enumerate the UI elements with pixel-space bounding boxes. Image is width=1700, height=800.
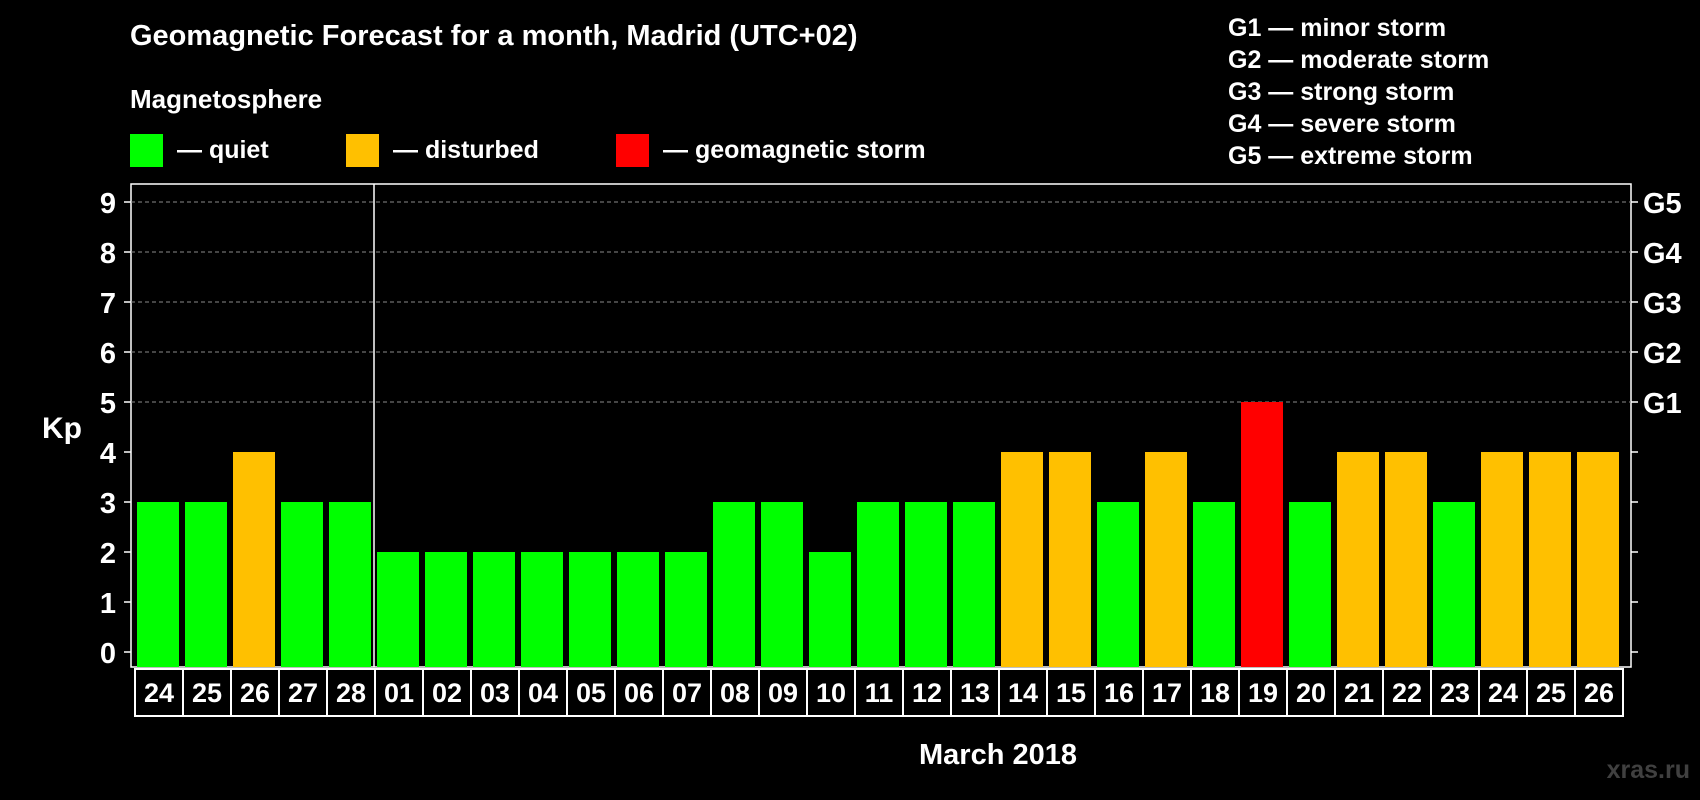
legend-disturbed-label: — disturbed bbox=[393, 136, 539, 164]
y-tick-label-0: 0 bbox=[100, 638, 116, 670]
bar-18 bbox=[1001, 452, 1043, 667]
right-axis-label-g3: G3 bbox=[1643, 288, 1682, 320]
storm-level-g1: G1 — minor storm bbox=[1228, 14, 1447, 42]
y-tick-label-3: 3 bbox=[100, 488, 116, 520]
bar-11 bbox=[665, 552, 707, 667]
legend-disturbed: — disturbed bbox=[346, 134, 539, 167]
bar-10 bbox=[617, 552, 659, 667]
date-label-23: 19 bbox=[1248, 678, 1278, 708]
storm-level-g2: G2 — moderate storm bbox=[1228, 46, 1490, 74]
bar-16 bbox=[905, 502, 947, 667]
date-label-24: 20 bbox=[1296, 678, 1326, 708]
bar-0 bbox=[137, 502, 179, 667]
date-label-21: 17 bbox=[1152, 678, 1182, 708]
right-axis-label-g1: G1 bbox=[1643, 388, 1682, 420]
legend-quiet-label: — quiet bbox=[177, 136, 269, 164]
y-tick-label-7: 7 bbox=[100, 288, 116, 320]
bar-25 bbox=[1337, 452, 1379, 667]
date-label-30: 26 bbox=[1584, 678, 1614, 708]
date-label-5: 01 bbox=[384, 678, 414, 708]
date-label-13: 09 bbox=[768, 678, 798, 708]
legend-disturbed-swatch bbox=[346, 134, 379, 167]
date-label-17: 13 bbox=[960, 678, 990, 708]
y-axis-label: Kp bbox=[42, 412, 82, 445]
right-axis-label-g2: G2 bbox=[1643, 338, 1682, 370]
date-label-15: 11 bbox=[865, 678, 894, 708]
date-label-2: 26 bbox=[240, 678, 270, 708]
date-row-frame bbox=[134, 668, 1624, 717]
y-tick-label-4: 4 bbox=[100, 438, 116, 470]
x-axis-label: March 2018 bbox=[919, 739, 1077, 771]
date-label-26: 22 bbox=[1392, 678, 1422, 708]
date-label-14: 10 bbox=[816, 678, 846, 708]
bar-17 bbox=[953, 502, 995, 667]
legend-quiet: — quiet bbox=[130, 134, 269, 167]
bar-14 bbox=[809, 552, 851, 667]
right-axis-label-g5: G5 bbox=[1643, 188, 1682, 220]
date-label-11: 07 bbox=[672, 678, 702, 708]
legend-storm: — geomagnetic storm bbox=[616, 134, 926, 167]
legend-quiet-swatch bbox=[130, 134, 163, 167]
date-label-28: 24 bbox=[1488, 678, 1518, 708]
bar-27 bbox=[1433, 502, 1475, 667]
date-label-16: 12 bbox=[912, 678, 942, 708]
bar-28 bbox=[1481, 452, 1523, 667]
bar-3 bbox=[281, 502, 323, 667]
date-label-19: 15 bbox=[1056, 678, 1086, 708]
bar-4 bbox=[329, 502, 371, 667]
date-label-18: 14 bbox=[1008, 678, 1038, 708]
y-tick-label-5: 5 bbox=[100, 388, 116, 420]
legend-subtitle: Magnetosphere bbox=[130, 84, 323, 114]
right-axis-label-g4: G4 bbox=[1643, 238, 1682, 270]
date-label-8: 04 bbox=[528, 678, 558, 708]
date-label-7: 03 bbox=[480, 678, 510, 708]
legend-storm-label: — geomagnetic storm bbox=[663, 136, 926, 164]
date-label-4: 28 bbox=[336, 678, 366, 708]
bar-9 bbox=[569, 552, 611, 667]
bar-2 bbox=[233, 452, 275, 667]
y-tick-label-9: 9 bbox=[100, 188, 116, 220]
chart-title: Geomagnetic Forecast for a month, Madrid… bbox=[130, 20, 858, 52]
date-label-22: 18 bbox=[1200, 678, 1230, 708]
date-label-0: 24 bbox=[144, 678, 174, 708]
bar-1 bbox=[185, 502, 227, 667]
watermark: xras.ru bbox=[1606, 756, 1690, 784]
date-label-20: 16 bbox=[1104, 678, 1134, 708]
y-tick-label-8: 8 bbox=[100, 238, 116, 270]
storm-level-g4: G4 — severe storm bbox=[1228, 110, 1456, 138]
y-tick-label-2: 2 bbox=[100, 538, 116, 570]
bar-7 bbox=[473, 552, 515, 667]
storm-level-legend: G1 — minor storm G2 — moderate storm G3 … bbox=[1228, 12, 1489, 172]
storm-level-g3: G3 — strong storm bbox=[1228, 78, 1455, 106]
date-label-6: 02 bbox=[432, 678, 462, 708]
bar-21 bbox=[1145, 452, 1187, 667]
bar-29 bbox=[1529, 452, 1571, 667]
date-label-29: 25 bbox=[1536, 678, 1566, 708]
storm-level-g5: G5 — extreme storm bbox=[1228, 142, 1473, 170]
bar-15 bbox=[857, 502, 899, 667]
legend-storm-swatch bbox=[616, 134, 649, 167]
date-label-1: 25 bbox=[192, 678, 222, 708]
date-label-9: 05 bbox=[576, 678, 606, 708]
date-label-10: 06 bbox=[624, 678, 654, 708]
bar-30 bbox=[1577, 452, 1619, 667]
bar-5 bbox=[377, 552, 419, 667]
bar-20 bbox=[1097, 502, 1139, 667]
bar-24 bbox=[1289, 502, 1331, 667]
bar-22 bbox=[1193, 502, 1235, 667]
bar-13 bbox=[761, 502, 803, 667]
bar-23 bbox=[1241, 402, 1283, 667]
y-tick-label-6: 6 bbox=[100, 338, 116, 370]
bar-8 bbox=[521, 552, 563, 667]
date-label-3: 27 bbox=[288, 678, 318, 708]
date-label-27: 23 bbox=[1440, 678, 1470, 708]
y-tick-label-1: 1 bbox=[100, 588, 116, 620]
bar-6 bbox=[425, 552, 467, 667]
date-label-12: 08 bbox=[720, 678, 750, 708]
date-label-25: 21 bbox=[1344, 678, 1374, 708]
bar-26 bbox=[1385, 452, 1427, 667]
bar-12 bbox=[713, 502, 755, 667]
bar-19 bbox=[1049, 452, 1091, 667]
